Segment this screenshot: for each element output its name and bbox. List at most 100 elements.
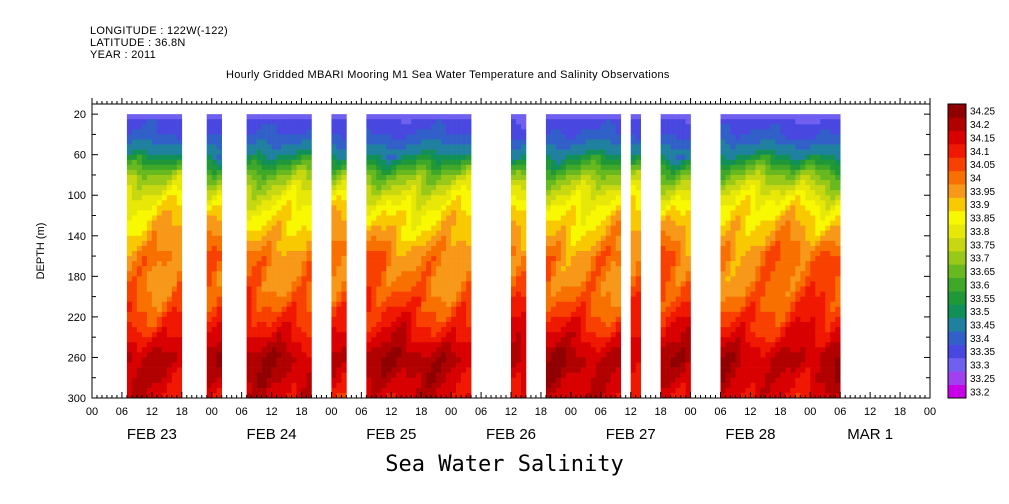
salinity-cell [555, 174, 562, 181]
salinity-cell [575, 357, 582, 363]
salinity-cell [605, 164, 612, 171]
salinity-cell [660, 291, 666, 297]
salinity-cell [550, 119, 557, 125]
salinity-cell [276, 245, 282, 252]
salinity-cell [156, 185, 163, 191]
salinity-cell [216, 337, 222, 343]
salinity-cell [680, 327, 686, 333]
salinity-cell [675, 230, 681, 237]
salinity-cell [406, 306, 412, 313]
salinity-cell [615, 180, 622, 186]
salinity-cell [166, 276, 173, 282]
salinity-cell [550, 377, 557, 384]
salinity-cell [406, 352, 412, 358]
salinity-cell [271, 144, 277, 150]
salinity-cell [441, 342, 447, 348]
salinity-cell [386, 321, 392, 328]
salinity-cell [336, 210, 342, 216]
salinity-cell [595, 174, 602, 181]
salinity-cell [281, 119, 287, 125]
salinity-cell [680, 362, 686, 368]
salinity-cell [156, 332, 163, 338]
salinity-cell [600, 316, 607, 323]
salinity-cell [456, 134, 462, 140]
salinity-cell [665, 245, 671, 252]
salinity-cell [665, 311, 671, 318]
salinity-cell [251, 215, 257, 221]
salinity-cell [251, 149, 257, 155]
salinity-cell [451, 124, 457, 130]
salinity-cell [251, 372, 257, 379]
salinity-cell [590, 306, 597, 313]
salinity-cell [301, 159, 307, 166]
salinity-cell [206, 387, 213, 394]
salinity-cell [575, 164, 582, 171]
salinity-cell [271, 271, 277, 277]
salinity-cell [770, 190, 776, 196]
salinity-cell [570, 185, 577, 191]
salinity-cell [301, 372, 307, 379]
salinity-cell [665, 261, 671, 267]
salinity-cell [670, 129, 676, 135]
salinity-cell [461, 144, 467, 150]
salinity-cell [261, 332, 267, 338]
salinity-cell [760, 190, 766, 196]
salinity-cell [545, 225, 552, 232]
salinity-cell [605, 327, 612, 333]
salinity-cell [381, 261, 387, 267]
salinity-cell [246, 352, 252, 358]
salinity-cell [466, 382, 472, 389]
salinity-cell [401, 286, 407, 292]
salinity-cell [246, 382, 252, 389]
salinity-cell [126, 174, 133, 181]
salinity-cell [456, 185, 462, 191]
salinity-cell [291, 169, 297, 176]
salinity-cell [416, 225, 422, 232]
salinity-cell [570, 311, 577, 318]
salinity-cell [416, 311, 422, 318]
salinity-cell [755, 256, 761, 262]
salinity-cell [451, 169, 457, 176]
salinity-cell [600, 357, 607, 363]
salinity-cell [755, 271, 761, 277]
salinity-cell [515, 256, 522, 262]
salinity-cell [281, 205, 287, 211]
salinity-cell [660, 119, 666, 125]
salinity-cell [156, 316, 163, 323]
salinity-cell [755, 169, 761, 176]
salinity-cell [466, 306, 472, 313]
salinity-cell [431, 311, 437, 318]
salinity-cell [740, 164, 746, 171]
salinity-cell [151, 139, 158, 145]
salinity-cell [685, 129, 691, 135]
salinity-cell [520, 261, 527, 267]
salinity-cell [126, 169, 133, 176]
salinity-cell [451, 174, 457, 181]
salinity-cell [176, 164, 183, 171]
salinity-cell [401, 306, 407, 313]
salinity-cell [271, 139, 277, 145]
salinity-cell [461, 311, 467, 318]
salinity-cell [765, 296, 771, 302]
salinity-cell [630, 134, 636, 140]
salinity-cell [610, 281, 617, 287]
salinity-cell [306, 357, 312, 363]
salinity-cell [451, 149, 457, 155]
salinity-cell [206, 200, 213, 206]
salinity-cell [256, 286, 262, 292]
salinity-cell [336, 144, 342, 150]
salinity-cell [426, 256, 432, 262]
salinity-cell [630, 215, 636, 221]
salinity-cell [515, 119, 522, 125]
salinity-cell [595, 271, 602, 277]
salinity-cell [770, 382, 776, 389]
salinity-cell [281, 266, 287, 272]
salinity-cell [665, 281, 671, 287]
salinity-cell [396, 220, 402, 226]
salinity-cell [416, 321, 422, 328]
salinity-cell [261, 301, 267, 308]
salinity-cell [251, 332, 257, 338]
salinity-cell [421, 139, 427, 145]
salinity-cell [545, 205, 552, 211]
salinity-cell [590, 245, 597, 252]
